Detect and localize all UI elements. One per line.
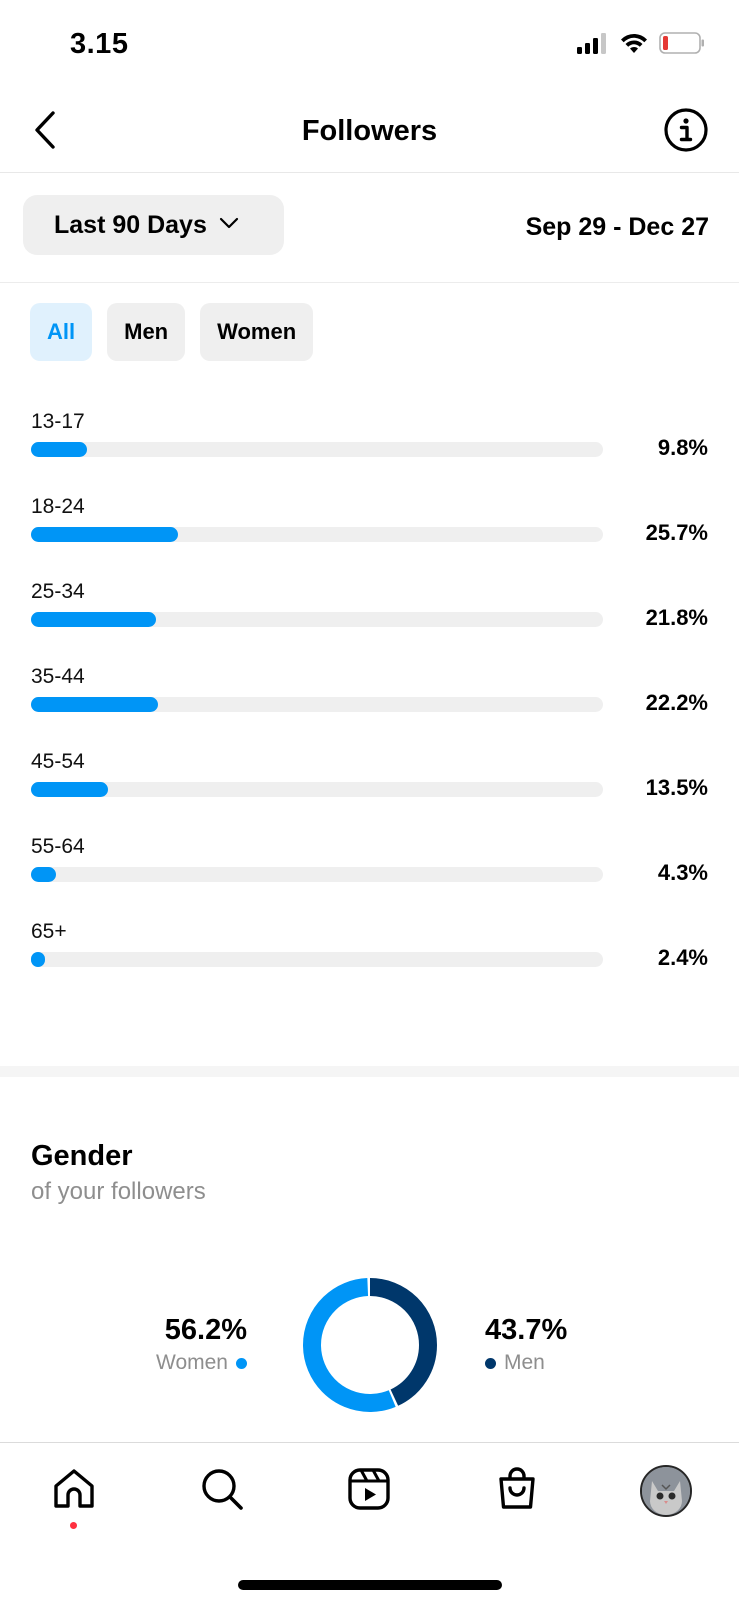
- age-bar-fill: [31, 442, 88, 457]
- men-legend: Men: [485, 1351, 567, 1375]
- date-range-dropdown-label: Last 90 Days: [54, 210, 207, 239]
- men-legend-dot: [485, 1357, 496, 1369]
- battery-low-icon: [659, 32, 705, 59]
- age-bar-track: [31, 867, 603, 882]
- men-label: Men: [504, 1351, 545, 1374]
- age-bar-track: [31, 527, 603, 542]
- age-range-row: 55-64 4.3%: [0, 830, 739, 915]
- age-range-label: 55-64: [31, 835, 85, 858]
- women-legend-dot: [235, 1357, 247, 1369]
- age-bar-track: [31, 442, 603, 457]
- tab-home[interactable]: [48, 1465, 100, 1517]
- back-button[interactable]: [20, 107, 70, 157]
- men-percent: 43.7%: [485, 1314, 568, 1346]
- shopping-bag-icon: [494, 1466, 540, 1517]
- gender-donut-chart: [303, 1278, 437, 1412]
- women-legend: Women: [156, 1351, 247, 1375]
- age-range-label: 18-24: [31, 495, 85, 518]
- chevron-left-icon: [31, 109, 59, 156]
- age-bar-fill: [31, 952, 45, 967]
- date-range-dropdown[interactable]: Last 90 Days: [23, 195, 284, 255]
- status-bar: 3.15: [0, 0, 739, 95]
- age-range-row: 13-17 9.8%: [0, 405, 739, 490]
- age-range-row: 65+ 2.4%: [0, 915, 739, 1000]
- age-range-label: 25-34: [31, 580, 85, 603]
- profile-avatar-icon: [642, 1467, 690, 1515]
- age-range-percent: 22.2%: [645, 690, 708, 715]
- page-title: Followers: [301, 115, 438, 147]
- age-range-percent: 2.4%: [657, 945, 708, 970]
- men-stat: 43.7% Men: [485, 1314, 567, 1375]
- women-label: Women: [156, 1351, 228, 1374]
- segment-all[interactable]: All: [30, 303, 93, 361]
- donut-segment-men: [303, 1278, 437, 1412]
- women-percent: 56.2%: [164, 1314, 247, 1346]
- segment-women[interactable]: Women: [200, 303, 314, 361]
- info-icon: [663, 108, 709, 157]
- nav-bar: Followers: [0, 95, 739, 173]
- age-range-row: 35-44 22.2%: [0, 660, 739, 745]
- age-range-percent: 4.3%: [657, 860, 708, 885]
- tab-profile[interactable]: [640, 1465, 692, 1517]
- age-range-label: 65+: [31, 920, 67, 943]
- cellular-signal-icon: [577, 32, 609, 59]
- age-bar-track: [31, 782, 603, 797]
- age-range-percent: 21.8%: [645, 605, 708, 630]
- age-range-row: 18-24 25.7%: [0, 490, 739, 575]
- status-time: 3.15: [70, 28, 129, 60]
- age-bar-track: [31, 612, 603, 627]
- gender-section-title: Gender: [31, 1140, 133, 1172]
- home-indicator: [238, 1580, 502, 1590]
- age-range-label: 35-44: [31, 665, 85, 688]
- segment-men[interactable]: Men: [107, 303, 186, 361]
- age-range-percent: 9.8%: [657, 435, 708, 460]
- age-range-label: 45-54: [31, 750, 85, 773]
- age-bar-fill: [31, 867, 56, 882]
- wifi-icon: [619, 32, 649, 59]
- tab-reels[interactable]: [343, 1465, 395, 1517]
- chevron-down-icon: [219, 216, 239, 234]
- reels-icon: [346, 1466, 392, 1517]
- age-range-list: 13-17 9.8% 18-24 25.7% 25-34 21.8% 35-44…: [0, 405, 739, 1000]
- search-icon: [199, 1466, 245, 1517]
- age-bar-fill: [31, 527, 178, 542]
- gender-section-subtitle: of your followers: [31, 1178, 206, 1205]
- tab-search[interactable]: [196, 1465, 248, 1517]
- home-notification-dot: [70, 1522, 77, 1529]
- age-bar-fill: [31, 697, 158, 712]
- women-stat: 56.2% Women: [156, 1314, 247, 1375]
- age-range-label: 13-17: [31, 410, 85, 433]
- section-divider: [0, 1066, 739, 1077]
- age-bar-fill: [31, 612, 156, 627]
- age-bar-fill: [31, 782, 109, 797]
- age-range-percent: 25.7%: [645, 520, 708, 545]
- status-icons: [577, 32, 705, 59]
- age-range-row: 45-54 13.5%: [0, 745, 739, 830]
- gender-filter-segments: All Men Women: [30, 303, 314, 361]
- age-range-percent: 13.5%: [645, 775, 708, 800]
- age-range-row: 25-34 21.8%: [0, 575, 739, 660]
- donut-segment-women: [303, 1278, 437, 1412]
- bottom-tab-bar: [0, 1442, 739, 1600]
- home-icon: [51, 1466, 97, 1517]
- tab-shop[interactable]: [491, 1465, 543, 1517]
- age-bar-track: [31, 697, 603, 712]
- info-button[interactable]: [663, 107, 709, 153]
- age-bar-track: [31, 952, 603, 967]
- date-range-text: Sep 29 - Dec 27: [525, 213, 709, 241]
- filter-row: Last 90 Days Sep 29 - Dec 27: [0, 173, 739, 283]
